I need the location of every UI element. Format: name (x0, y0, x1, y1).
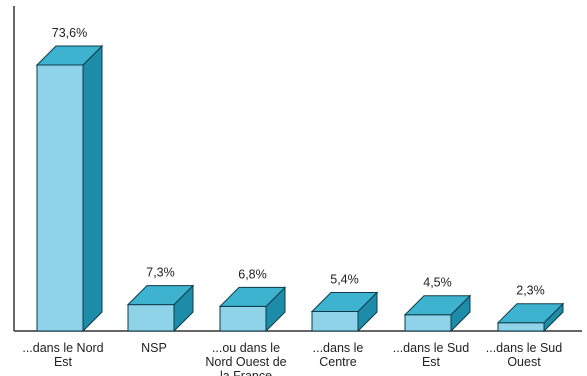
x-tick-label-line: Est (422, 355, 441, 369)
bar (35, 44, 104, 333)
chart-axes (13, 6, 582, 332)
data-label: 4,5% (423, 276, 452, 290)
bar-top-face (35, 45, 104, 66)
x-tick-label-line: la France (220, 369, 272, 376)
bar-top-face (218, 286, 287, 307)
bar-front-face (404, 314, 452, 332)
x-tick-label-line: Est (54, 355, 73, 369)
x-tick-label-line: Nord Ouest de (205, 355, 286, 369)
x-tick-label-line: Centre (319, 355, 357, 369)
x-tick-label: NSP (141, 341, 167, 355)
bar-front-face (311, 310, 359, 332)
x-tick-label-line: ...ou dans le (212, 341, 280, 355)
bar (126, 284, 195, 333)
bar-front-face (127, 304, 175, 332)
x-tick-label-line: Ouest (507, 355, 541, 369)
x-tick-label-line: ...dans le Sud (486, 341, 562, 355)
bar (496, 302, 565, 333)
bar-front-face (497, 322, 545, 332)
chart-value-labels: 73,6% 7,3% 6,8% 5,4% 4,5% 2,3% (52, 26, 545, 298)
data-label: 5,4% (330, 272, 359, 286)
bar-top-face (310, 291, 379, 312)
data-label: 2,3% (516, 284, 545, 298)
bar (310, 291, 379, 333)
x-tick-label-line: NSP (141, 341, 167, 355)
x-tick-label: ...ou dans le Nord Ouest de la France (205, 341, 286, 376)
bar-side-face (82, 44, 103, 333)
bar-top-face (496, 303, 565, 324)
chart-bars (35, 44, 565, 333)
data-label: 73,6% (52, 26, 87, 40)
x-tick-label: ...dans le Centre (313, 341, 364, 369)
x-tick-label: ...dans le Sud Est (393, 341, 469, 369)
x-tick-label: ...dans le Sud Ouest (486, 341, 562, 369)
x-tick-label-line: ...dans le Sud (393, 341, 469, 355)
bar-front-face (36, 64, 84, 332)
x-tick-label-line: ...dans le Nord (22, 341, 103, 355)
bar-front-face (219, 305, 267, 332)
bar-top-face (403, 295, 472, 316)
x-tick-label: ...dans le Nord Est (22, 341, 103, 369)
bar (403, 294, 472, 333)
bar-top-face (126, 285, 195, 306)
data-label: 6,8% (238, 267, 267, 281)
bar (218, 286, 287, 333)
data-label: 7,3% (146, 266, 175, 280)
x-tick-label-line: ...dans le (313, 341, 364, 355)
